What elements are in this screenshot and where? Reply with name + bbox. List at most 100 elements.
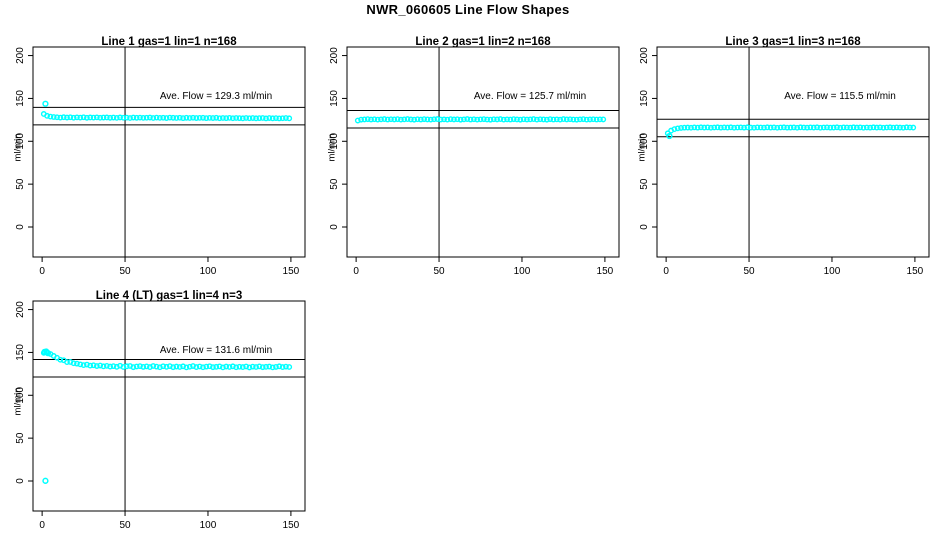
y-tick-label: 0 [639,224,650,230]
data-point [424,116,431,123]
data-point [77,114,84,121]
data-point [273,364,279,370]
data-point [820,124,827,131]
data-point [747,124,754,131]
data-point [213,114,220,121]
data-point [266,363,273,370]
data-point [364,116,371,123]
data-point [87,362,94,369]
y-tick-label: 150 [15,344,26,361]
x-tick-label: 150 [597,266,614,277]
subplot-line4: 0 50 100 150 0 50 100 150 200 Line 4 (LT) gas=1 … [0,274,320,540]
data-point [694,124,701,131]
data-point [140,364,147,370]
data-point [708,124,714,131]
data-point [110,114,117,121]
subplot-line3: 0 50 100 150 0 50 100 150 200 Line 3 gas=1 lin=3… [624,20,936,286]
data-point [147,364,153,370]
data-point [417,116,424,123]
data-point [490,116,497,123]
data-points [40,348,293,484]
data-point [276,115,283,122]
data-point [534,116,540,123]
data-point [714,124,721,131]
data-point [150,363,157,369]
data-point [688,124,694,131]
data-point [259,364,266,371]
data-point [563,116,570,123]
data-point [84,114,90,121]
data-point [678,125,684,131]
data-point [787,124,794,131]
data-point [193,115,200,121]
data-point [206,363,213,370]
data-point [150,115,157,121]
data-point [156,364,163,371]
data-point [123,114,130,121]
data-point [557,116,564,123]
subplot-title: Line 3 gas=1 lin=3 n=168 [725,36,861,48]
data-point [273,115,279,122]
data-point [737,124,744,131]
data-point [570,116,577,123]
x-tick-label: 50 [433,266,445,277]
data-point [220,364,226,371]
y-tick-label: 0 [15,478,26,484]
data-point [704,124,711,131]
data-point [226,364,233,370]
data-point [684,124,691,131]
x-tick-label: 150 [283,520,300,531]
data-point [780,124,787,131]
data-point [163,115,170,121]
data-point [133,363,140,370]
data-point [480,116,487,123]
data-point [170,114,177,121]
data-point [560,116,567,122]
data-point [374,116,381,123]
data-point [487,116,494,123]
data-point [233,115,240,121]
data-point [216,115,223,122]
data-point [847,124,854,131]
data-point [850,124,857,131]
data-point [213,363,220,370]
data-point [263,363,269,370]
data-point [60,114,67,121]
data-point [378,116,384,123]
data-point [444,116,451,123]
data-point [514,116,520,123]
data-point [547,116,554,123]
data-point [698,124,704,131]
y-tick-label: 100 [329,133,340,150]
x-tick-label: 100 [514,266,531,277]
data-point [751,124,757,131]
data-point [721,124,728,131]
data-point [220,115,226,121]
data-point [597,116,603,123]
data-point [206,114,213,121]
data-point [573,116,580,123]
data-point [140,114,147,121]
outlier-point [42,477,49,484]
data-point [147,114,153,121]
data-points [664,124,917,140]
data-point [266,115,273,121]
subplot-title: Line 2 gas=1 lin=2 n=168 [415,36,551,48]
data-point [186,115,193,121]
data-point [243,363,250,370]
data-point [717,124,724,131]
data-point [361,116,368,123]
data-point [183,364,190,371]
data-point [113,363,120,370]
data-point [226,114,233,121]
data-point [166,114,173,121]
plot-canvas-line2: 0 50 100 150 0 50 100 150 200 [329,46,620,277]
data-point [527,116,534,123]
data-point [384,116,391,123]
data-point [90,362,97,369]
ave-flow-annotation: Ave. Flow = 129.3 ml/min [159,91,273,102]
data-point [583,116,590,123]
data-point [236,363,243,370]
data-point [910,124,917,131]
